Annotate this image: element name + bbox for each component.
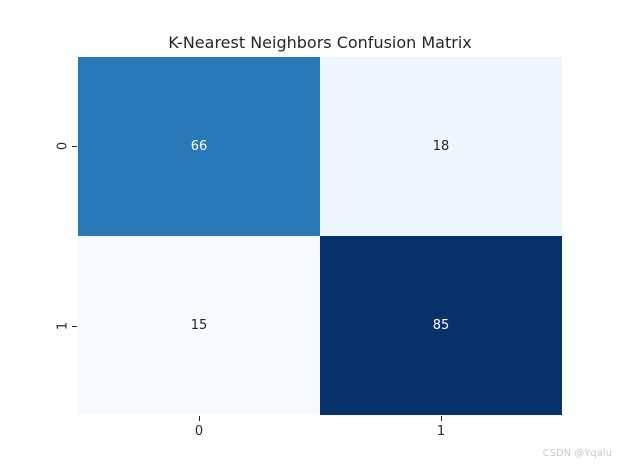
- x-axis-tick-mark-0: [199, 416, 200, 421]
- y-axis-tick-mark-0: [72, 146, 77, 147]
- y-axis-tick-label-0: 0: [55, 141, 71, 151]
- x-axis-tick-mark-1: [441, 416, 442, 421]
- heatmap-cell-true0-pred1: 18: [320, 57, 562, 236]
- csdn-watermark: CSDN @Yqalu: [542, 448, 612, 459]
- x-axis-tick-label-1: 1: [436, 424, 446, 439]
- chart-title: K-Nearest Neighbors Confusion Matrix: [168, 33, 472, 52]
- y-axis-tick-label-1: 1: [55, 321, 71, 331]
- y-axis-tick-mark-1: [72, 326, 77, 327]
- x-axis-tick-label-0: 0: [194, 424, 204, 439]
- heatmap-grid: 66 18 15 85: [78, 57, 562, 415]
- heatmap-cell-true0-pred0: 66: [78, 57, 320, 236]
- heatmap-cell-true1-pred1: 85: [320, 236, 562, 415]
- heatmap-cell-true1-pred0: 15: [78, 236, 320, 415]
